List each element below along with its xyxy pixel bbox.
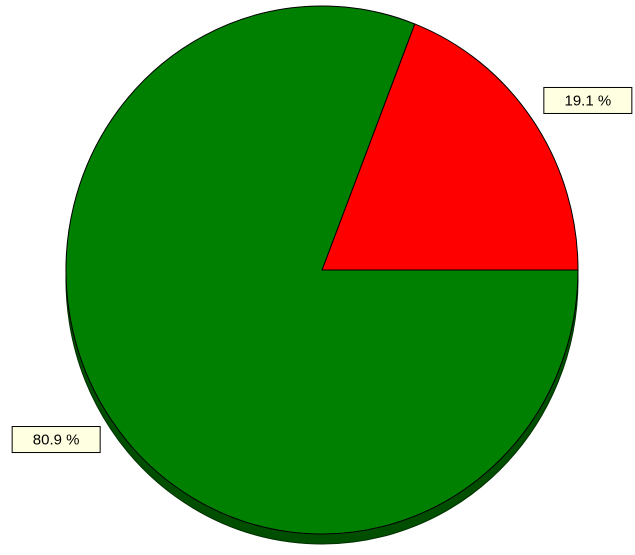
value-label: 80.9 % — [33, 431, 80, 448]
value-label-box — [543, 86, 633, 114]
slice — [65, 5, 579, 535]
slice — [321, 23, 579, 271]
value-label: 19.1 % — [564, 92, 611, 109]
value-label-box — [11, 426, 101, 454]
